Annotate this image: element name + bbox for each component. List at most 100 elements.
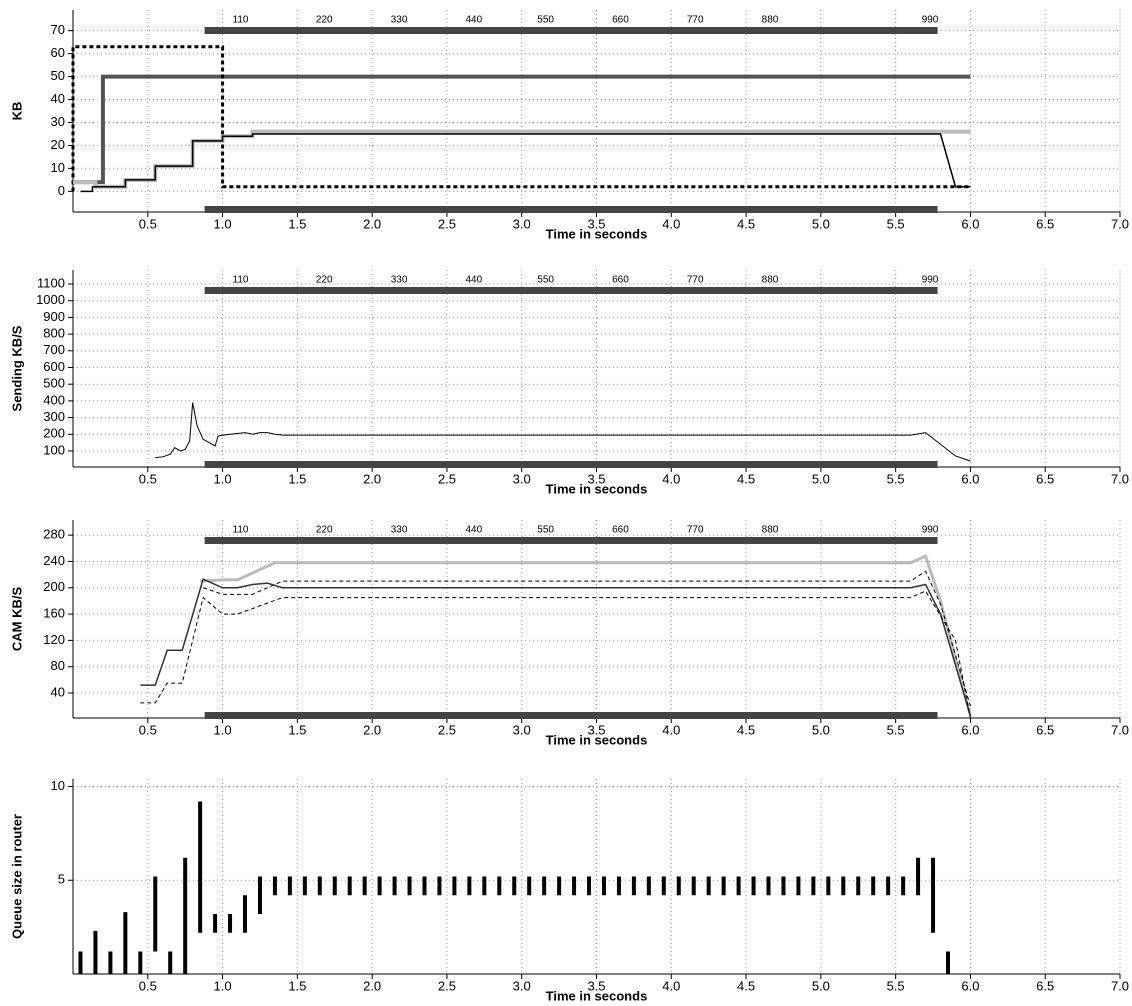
y-axis-label: KB	[9, 102, 24, 121]
x-tick-label: 2.0	[363, 471, 381, 486]
series-line	[200, 554, 972, 717]
packet-band	[204, 461, 938, 468]
x-tick-label: 1.5	[288, 216, 306, 231]
top-label: 880	[762, 275, 779, 286]
top-label: 770	[687, 525, 704, 536]
x-tick-label: 4.0	[662, 471, 680, 486]
x-tick-label: 5.5	[887, 471, 905, 486]
x-tick-label: 7.0	[1111, 471, 1129, 486]
packet-band	[204, 287, 938, 294]
series-line	[155, 402, 971, 462]
y-tick-label: 100	[43, 442, 65, 457]
y-tick-label: 50	[51, 68, 65, 83]
top-label: 770	[687, 15, 704, 26]
x-tick-label: 3.0	[513, 216, 531, 231]
y-tick-label: 500	[43, 376, 65, 391]
y-tick-label: 900	[43, 309, 65, 324]
top-label: 440	[466, 15, 483, 26]
top-label: 110	[233, 525, 249, 536]
x-tick-label: 5.5	[887, 216, 905, 231]
y-axis-label: Sending KB/S	[9, 325, 24, 411]
y-tick-label: 400	[43, 392, 65, 407]
x-tick-label: 4.5	[737, 722, 755, 737]
y-tick-label: 5	[58, 872, 65, 887]
x-tick-label: 4.5	[737, 216, 755, 231]
y-tick-label: 120	[43, 632, 65, 647]
top-label: 110	[233, 275, 249, 286]
y-tick-label: 1100	[37, 275, 65, 290]
x-tick-label: 1.5	[288, 722, 306, 737]
y-tick-label: 30	[51, 114, 65, 129]
top-label: 220	[316, 15, 333, 26]
x-tick-label: 1.0	[214, 722, 232, 737]
packet-band	[204, 27, 938, 34]
top-label: 770	[687, 275, 704, 286]
top-label: 990	[922, 275, 939, 286]
y-tick-label: 40	[51, 684, 65, 699]
x-tick-label: 4.0	[662, 216, 680, 231]
y-tick-label: 800	[43, 326, 65, 341]
y-tick-label: 10	[51, 160, 65, 175]
x-axis-label: Time in seconds	[546, 988, 648, 1003]
y-tick-label: 60	[51, 45, 65, 60]
y-tick-label: 200	[43, 426, 65, 441]
series-line	[140, 590, 971, 719]
x-tick-label: 6.0	[961, 471, 979, 486]
top-label: 550	[537, 275, 554, 286]
top-label: 880	[762, 525, 779, 536]
x-tick-label: 3.0	[513, 471, 531, 486]
x-tick-label: 5.0	[812, 722, 830, 737]
top-label: 660	[612, 275, 629, 286]
top-label: 440	[466, 275, 483, 286]
x-tick-label: 2.0	[363, 216, 381, 231]
y-tick-label: 1000	[36, 292, 65, 307]
top-label: 440	[466, 525, 483, 536]
y-axis-label: CAM KB/S	[9, 587, 24, 652]
series-line	[80, 133, 971, 193]
x-tick-label: 6.5	[1036, 216, 1054, 231]
x-tick-label: 7.0	[1111, 722, 1129, 737]
x-tick-label: 2.5	[438, 471, 456, 486]
x-tick-label: 3.5	[587, 978, 605, 993]
x-tick-label: 0.5	[139, 722, 157, 737]
x-tick-label: 6.5	[1036, 722, 1054, 737]
series-line	[71, 45, 971, 192]
y-tick-label: 600	[43, 359, 65, 374]
y-axis-label: Queue size in router	[9, 814, 24, 939]
x-tick-label: 1.5	[288, 471, 306, 486]
y-tick-label: 240	[43, 553, 65, 568]
x-tick-label: 2.5	[438, 722, 456, 737]
x-tick-label: 1.5	[288, 978, 306, 993]
y-tick-label: 160	[43, 606, 65, 621]
x-axis-label: Time in seconds	[546, 732, 648, 747]
x-tick-label: 4.0	[662, 978, 680, 993]
top-label: 330	[391, 525, 408, 536]
x-tick-label: 2.5	[438, 978, 456, 993]
x-tick-label: 6.5	[1036, 471, 1054, 486]
top-label: 660	[612, 15, 629, 26]
x-tick-label: 3.5	[587, 722, 605, 737]
x-tick-label: 1.0	[214, 978, 232, 993]
top-label: 330	[391, 15, 408, 26]
x-tick-label: 4.0	[662, 722, 680, 737]
x-tick-label: 7.0	[1111, 978, 1129, 993]
top-label: 220	[316, 525, 333, 536]
top-label: 550	[537, 525, 554, 536]
x-tick-label: 6.5	[1036, 978, 1054, 993]
x-tick-label: 2.0	[363, 978, 381, 993]
series-line	[140, 578, 972, 717]
y-tick-label: 80	[51, 658, 65, 673]
top-label: 990	[922, 525, 939, 536]
x-tick-label: 0.5	[139, 978, 157, 993]
x-tick-label: 7.0	[1111, 216, 1129, 231]
x-tick-label: 5.0	[812, 978, 830, 993]
top-label: 220	[316, 275, 333, 286]
x-axis-label: Time in seconds	[546, 226, 648, 241]
y-tick-label: 300	[43, 409, 65, 424]
x-tick-label: 5.5	[887, 722, 905, 737]
top-label: 660	[612, 525, 629, 536]
x-axis-label: Time in seconds	[546, 481, 648, 496]
x-tick-label: 3.0	[513, 722, 531, 737]
